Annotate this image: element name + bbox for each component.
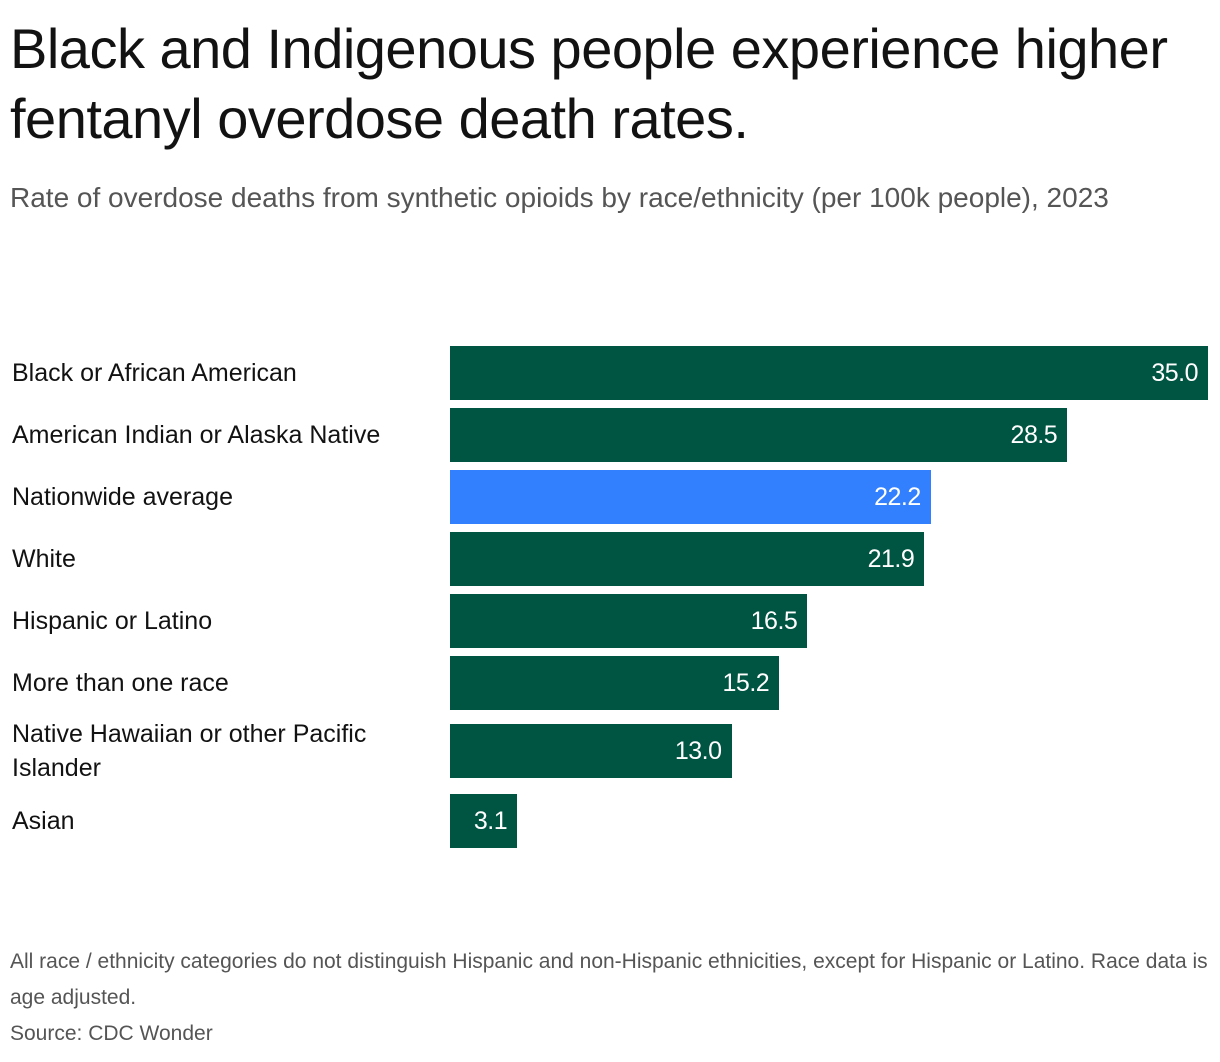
category-label: Black or African American [12, 359, 297, 387]
category-label: Nationwide average [12, 483, 233, 511]
source-note: Source: CDC Wonder [10, 1022, 213, 1045]
category-label: More than one race [12, 669, 229, 697]
bar-value-label: 35.0 [1151, 359, 1198, 387]
chart-subtitle: Rate of overdose deaths from synthetic o… [10, 182, 1109, 213]
category-label: Asian [12, 807, 75, 835]
bar-value-label: 15.2 [722, 669, 770, 697]
bar-value-label: 16.5 [750, 607, 798, 635]
bar: 35.0 [450, 346, 1208, 400]
bar-value-label: 21.9 [867, 545, 915, 573]
category-label: Hispanic or Latino [12, 607, 213, 635]
chart-title: Black and Indigenous people experience h… [10, 17, 1168, 150]
bar: 22.2 [450, 470, 931, 524]
category-label: White [12, 545, 76, 573]
bar: 15.2 [450, 656, 780, 710]
bar-value-label: 22.2 [874, 483, 921, 511]
bar-value-label: 28.5 [1010, 421, 1058, 449]
bar: 28.5 [450, 408, 1068, 462]
bar-value-label: 13.0 [674, 737, 722, 765]
bar: 16.5 [450, 594, 808, 648]
bar-value-label: 3.1 [473, 807, 508, 835]
footnote: All race / ethnicity categories do not d… [10, 950, 1208, 1009]
bar: 21.9 [450, 532, 925, 586]
category-label: Native Hawaiian or other Pacific Islande… [12, 720, 367, 782]
bar: 13.0 [450, 724, 732, 778]
chart-notes: All race / ethnicity categories do not d… [10, 944, 1210, 1052]
bar: 3.1 [450, 794, 518, 848]
category-label: American Indian or Alaska Native [12, 421, 381, 449]
